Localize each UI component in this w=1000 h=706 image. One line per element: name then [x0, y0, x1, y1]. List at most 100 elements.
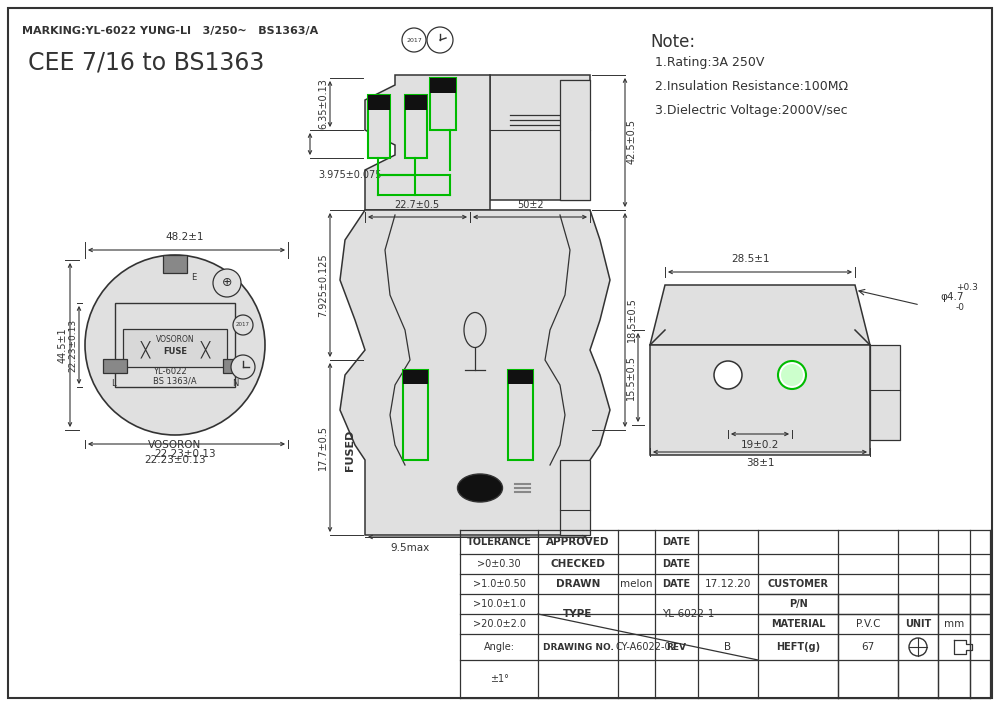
Bar: [560, 80, 590, 200]
Bar: [508, 370, 533, 460]
Text: VOSORON: VOSORON: [148, 440, 202, 450]
Text: P.V.C: P.V.C: [856, 619, 880, 629]
Text: TOLERANCE: TOLERANCE: [467, 537, 531, 547]
Circle shape: [781, 364, 803, 386]
Text: TYPE: TYPE: [563, 609, 593, 619]
Text: 17.12.20: 17.12.20: [705, 579, 751, 589]
Bar: [650, 345, 870, 455]
Text: YL-6022-1: YL-6022-1: [662, 609, 714, 619]
Bar: [115, 303, 235, 387]
Bar: [223, 359, 247, 373]
Text: 22.7±0.5: 22.7±0.5: [394, 200, 440, 210]
Text: 1.Rating:3A 250V: 1.Rating:3A 250V: [655, 56, 764, 69]
Text: 6.35±0.13: 6.35±0.13: [318, 78, 328, 129]
Text: DATE: DATE: [662, 559, 691, 569]
Text: APPROVED: APPROVED: [546, 537, 610, 547]
Text: P/N: P/N: [789, 599, 807, 609]
Circle shape: [714, 361, 742, 389]
Text: 22.23±0.13: 22.23±0.13: [68, 318, 77, 371]
Text: mm: mm: [944, 619, 964, 629]
Text: 3.975±0.075: 3.975±0.075: [318, 170, 382, 180]
Text: ⊕: ⊕: [222, 277, 232, 289]
Text: φ4.7: φ4.7: [940, 292, 964, 302]
Text: 67: 67: [861, 642, 875, 652]
Text: 2.Insulation Resistance:100MΩ: 2.Insulation Resistance:100MΩ: [655, 80, 848, 93]
Bar: [103, 359, 127, 373]
Text: 2017: 2017: [236, 323, 250, 328]
Text: -0: -0: [956, 302, 965, 311]
Text: melon: melon: [620, 579, 653, 589]
Circle shape: [213, 269, 241, 297]
Text: BS 1363/A: BS 1363/A: [153, 376, 197, 385]
Text: MATERIAL: MATERIAL: [771, 619, 825, 629]
Text: REV: REV: [666, 642, 686, 652]
Text: FUSED: FUSED: [345, 429, 355, 471]
Text: 2017: 2017: [406, 37, 422, 42]
Text: 17.7±0.5: 17.7±0.5: [318, 424, 328, 469]
Text: 18.5±0.5: 18.5±0.5: [627, 297, 637, 342]
Text: CY-A6022-02: CY-A6022-02: [616, 642, 677, 652]
Text: CUSTOMER: CUSTOMER: [768, 579, 828, 589]
Text: VOSORON: VOSORON: [156, 335, 194, 345]
Text: 9.5max: 9.5max: [390, 543, 429, 553]
Ellipse shape: [458, 474, 503, 502]
Text: 7.925±0.125: 7.925±0.125: [318, 253, 328, 317]
Bar: [405, 95, 427, 158]
Circle shape: [778, 361, 806, 389]
Text: 50±2: 50±2: [517, 200, 543, 210]
Ellipse shape: [464, 313, 486, 347]
Text: Note:: Note:: [650, 33, 695, 51]
Text: +0.3: +0.3: [956, 282, 978, 292]
Text: ±1°: ±1°: [490, 674, 508, 684]
Circle shape: [85, 255, 265, 435]
Text: DRAWING NO.: DRAWING NO.: [543, 642, 613, 652]
Text: ╳: ╳: [200, 340, 210, 358]
Text: 38±1: 38±1: [746, 458, 774, 468]
Text: L: L: [111, 378, 115, 388]
Text: UNIT: UNIT: [905, 619, 931, 629]
Bar: [430, 78, 456, 93]
Bar: [560, 460, 590, 535]
Bar: [508, 370, 533, 384]
Text: YL-6022: YL-6022: [153, 366, 187, 376]
Bar: [403, 370, 428, 460]
Text: CHECKED: CHECKED: [551, 559, 605, 569]
Text: E: E: [191, 273, 196, 282]
Text: CEE 7/16 to BS1363: CEE 7/16 to BS1363: [28, 50, 264, 74]
Text: >20.0±2.0: >20.0±2.0: [473, 619, 526, 629]
Polygon shape: [365, 75, 490, 210]
Text: MARKING:YL-6022 YUNG-LI   3/250~   BS1363/A: MARKING:YL-6022 YUNG-LI 3/250~ BS1363/A: [22, 26, 318, 36]
Text: N: N: [232, 378, 238, 388]
Bar: [430, 78, 456, 130]
Polygon shape: [340, 210, 610, 535]
Bar: [490, 75, 590, 200]
Text: >1.0±0.50: >1.0±0.50: [473, 579, 525, 589]
Text: DRAWN: DRAWN: [556, 579, 600, 589]
Text: B: B: [724, 642, 732, 652]
Text: 19±0.2: 19±0.2: [741, 440, 779, 450]
Circle shape: [231, 355, 255, 379]
Bar: [163, 255, 187, 273]
Bar: [368, 95, 390, 110]
Polygon shape: [650, 285, 870, 345]
Text: 48.2±1: 48.2±1: [166, 232, 204, 242]
Text: FUSE: FUSE: [163, 347, 187, 357]
Text: DATE: DATE: [662, 579, 691, 589]
Circle shape: [233, 315, 253, 335]
Bar: [368, 95, 390, 158]
Bar: [403, 370, 428, 384]
Text: Angle:: Angle:: [484, 642, 514, 652]
Text: >0±0.30: >0±0.30: [477, 559, 521, 569]
Text: 22.23±0.13: 22.23±0.13: [144, 455, 206, 465]
Bar: [123, 329, 227, 367]
Text: 22.23±0.13: 22.23±0.13: [154, 449, 216, 459]
Text: 42.5±0.5: 42.5±0.5: [627, 119, 637, 164]
Bar: [870, 345, 900, 440]
Text: 28.5±1: 28.5±1: [731, 254, 769, 264]
Text: ╳: ╳: [140, 340, 150, 358]
Text: 44.5±1: 44.5±1: [58, 327, 68, 363]
Text: >10.0±1.0: >10.0±1.0: [473, 599, 525, 609]
Text: 3.Dielectric Voltage:2000V/sec: 3.Dielectric Voltage:2000V/sec: [655, 104, 848, 117]
Text: DATE: DATE: [662, 537, 691, 547]
Text: 15.5±0.5: 15.5±0.5: [626, 354, 636, 400]
